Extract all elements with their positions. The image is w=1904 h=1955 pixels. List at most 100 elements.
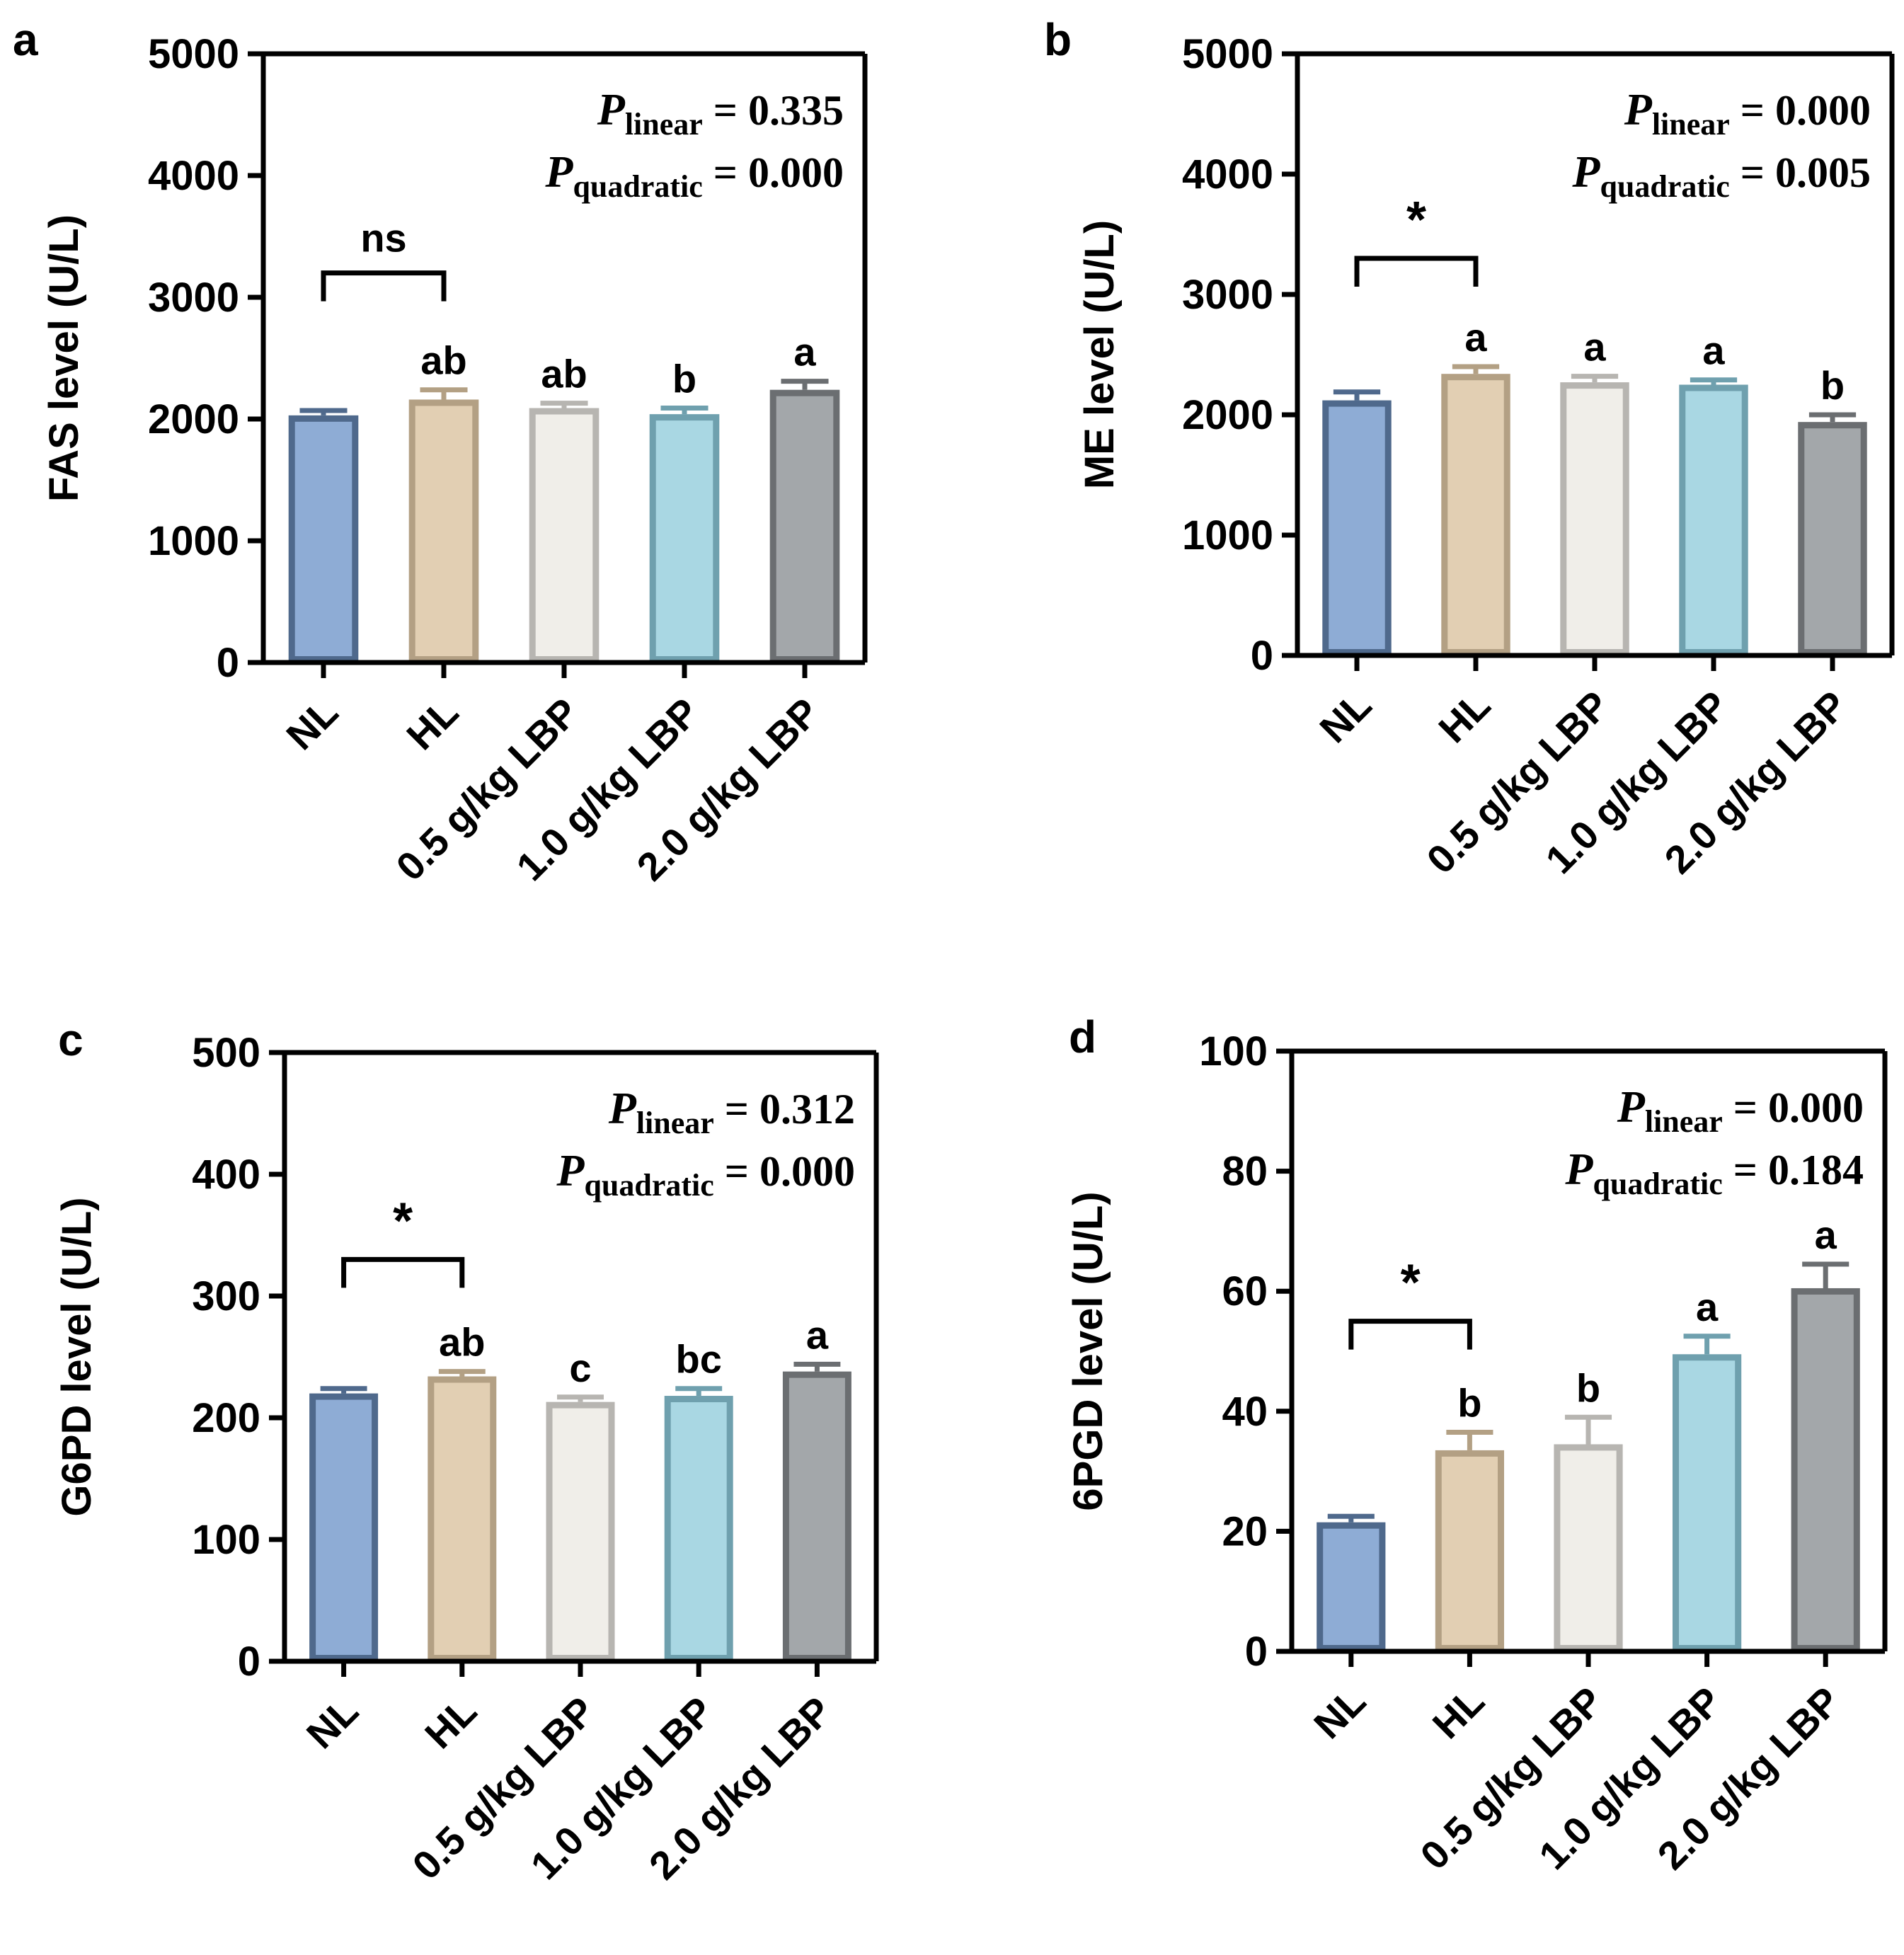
y-tick-label-4: 4000 — [148, 153, 239, 199]
y-tick-label-3: 3000 — [148, 275, 239, 321]
significance-letter-4: a — [1815, 1212, 1837, 1257]
significance-letter-1: a — [1464, 315, 1487, 360]
y-tick-label-2: 2000 — [1182, 392, 1273, 438]
bar-2 — [1560, 382, 1629, 655]
significance-letter-2: a — [1583, 325, 1606, 369]
stat-line-1: Pquadratic = 0.184 — [1564, 1144, 1864, 1201]
bracket-label: * — [1406, 192, 1426, 248]
bracket-label: * — [1401, 1255, 1421, 1312]
y-tick-label-3: 300 — [192, 1273, 260, 1319]
y-tick-label-2: 200 — [192, 1395, 260, 1441]
stat-line-1: Pquadratic = 0.000 — [556, 1145, 855, 1203]
y-tick-label-2: 2000 — [148, 396, 239, 442]
bar-3 — [664, 1396, 733, 1661]
y-tick-label-4: 400 — [192, 1152, 260, 1198]
bar-1 — [1441, 374, 1510, 655]
y-tick-label-1: 1000 — [148, 518, 239, 564]
y-tick-label-4: 80 — [1222, 1149, 1268, 1195]
significance-letter-2: b — [1576, 1365, 1600, 1410]
significance-letter-2: c — [569, 1346, 591, 1390]
chart-svg-a: a FAS level (U/L) ab ab b a 0 1000 2000 3000 4000 5… — [13, 14, 868, 889]
bar-4 — [769, 389, 840, 663]
y-tick-label-0: 0 — [217, 640, 239, 686]
y-tick-label-4: 4000 — [1182, 151, 1273, 197]
stat-line-0: Plinear = 0.000 — [1624, 84, 1871, 142]
significance-letter-4: a — [793, 330, 816, 374]
bar-3 — [1679, 384, 1748, 655]
significance-letter-3: a — [1696, 1285, 1719, 1329]
bar-0 — [288, 415, 359, 663]
bar-3 — [649, 414, 720, 663]
x-tick-label-0: NL — [1305, 1678, 1374, 1747]
significance-letter-3: a — [1702, 328, 1725, 373]
significance-letter-1: ab — [439, 1320, 485, 1365]
y-tick-label-0: 0 — [238, 1639, 260, 1685]
bracket-label: ns — [360, 216, 406, 260]
y-tick-label-0: 0 — [1251, 633, 1273, 679]
bar-1 — [408, 399, 479, 663]
x-tick-label-1: HL — [1430, 682, 1498, 751]
comparison-bracket — [321, 270, 447, 302]
stat-line-1: Pquadratic = 0.005 — [1571, 147, 1871, 204]
y-tick-label-3: 60 — [1222, 1268, 1268, 1314]
bracket-label: * — [393, 1193, 413, 1249]
significance-letter-2: ab — [541, 352, 587, 396]
x-tick-label-0: NL — [1311, 682, 1380, 751]
x-tick-label-0: NL — [277, 689, 346, 758]
x-tick-label-1: HL — [1424, 1678, 1493, 1747]
y-tick-label-1: 100 — [192, 1517, 260, 1563]
y-axis-title: 6PGD level (U/L) — [1065, 1191, 1111, 1510]
bar-4 — [1798, 422, 1867, 655]
y-tick-label-0: 0 — [1245, 1629, 1268, 1675]
significance-letter-3: b — [672, 357, 696, 401]
y-tick-label-5: 5000 — [1182, 31, 1273, 77]
y-axis-title: G6PD level (U/L) — [54, 1197, 100, 1516]
bar-1 — [428, 1376, 497, 1662]
y-tick-label-5: 5000 — [148, 31, 239, 77]
bar-0 — [1322, 400, 1392, 655]
panel-b: b ME level (U/L) a a a b 0 1000 2000 3000 4000 5000… — [952, 0, 1904, 978]
significance-letter-4: b — [1820, 363, 1845, 408]
y-tick-label-5: 500 — [192, 1030, 260, 1076]
significance-letter-1: b — [1457, 1380, 1481, 1425]
significance-letter-3: bc — [676, 1337, 722, 1382]
comparison-bracket — [1348, 1319, 1472, 1350]
x-tick-label-0: NL — [298, 1688, 367, 1757]
y-tick-label-2: 40 — [1222, 1389, 1268, 1435]
comparison-bracket — [1354, 256, 1479, 287]
significance-letter-1: ab — [420, 338, 466, 383]
panel-label: d — [1069, 1011, 1096, 1062]
y-tick-label-5: 100 — [1199, 1028, 1268, 1074]
panel-d: d 6PGD level (U/L) b b a a 0 20 40 60 80 100 NL HL 0.5… — [952, 978, 1904, 1955]
comparison-bracket — [341, 1256, 465, 1288]
panel-a: a FAS level (U/L) ab ab b a 0 1000 2000 3000 4000 5… — [0, 0, 952, 978]
stat-line-0: Plinear = 0.335 — [597, 84, 844, 142]
bar-2 — [1554, 1444, 1623, 1651]
panel-label: a — [13, 14, 38, 65]
stat-line-1: Pquadratic = 0.000 — [544, 147, 844, 204]
bar-4 — [1791, 1288, 1860, 1651]
x-tick-label-1: HL — [416, 1688, 485, 1757]
bar-3 — [1672, 1354, 1742, 1651]
x-tick-label-1: HL — [398, 689, 466, 758]
bar-1 — [1435, 1450, 1505, 1651]
bar-0 — [309, 1393, 379, 1661]
chart-svg-b: b ME level (U/L) a a a b 0 1000 2000 3000 4000 5000… — [1044, 14, 1895, 882]
bar-0 — [1317, 1522, 1386, 1651]
bar-4 — [782, 1371, 851, 1661]
chart-svg-c: c G6PD level (U/L) ab c bc a 0 100 200 300 400 500 N… — [54, 1014, 879, 1888]
y-axis-title: FAS level (U/L) — [41, 214, 87, 502]
panel-label: b — [1044, 14, 1072, 65]
y-tick-label-1: 1000 — [1182, 512, 1273, 558]
significance-letter-4: a — [806, 1312, 829, 1357]
bar-2 — [546, 1401, 615, 1661]
stat-line-0: Plinear = 0.312 — [608, 1083, 855, 1140]
y-tick-label-1: 20 — [1222, 1508, 1268, 1554]
stat-line-0: Plinear = 0.000 — [1617, 1082, 1864, 1139]
panel-c: c G6PD level (U/L) ab c bc a 0 100 200 300 400 500 N… — [0, 978, 952, 1955]
y-axis-title: ME level (U/L) — [1077, 220, 1123, 489]
bar-2 — [529, 408, 600, 663]
panel-label: c — [58, 1014, 84, 1065]
y-tick-label-3: 3000 — [1182, 272, 1273, 318]
